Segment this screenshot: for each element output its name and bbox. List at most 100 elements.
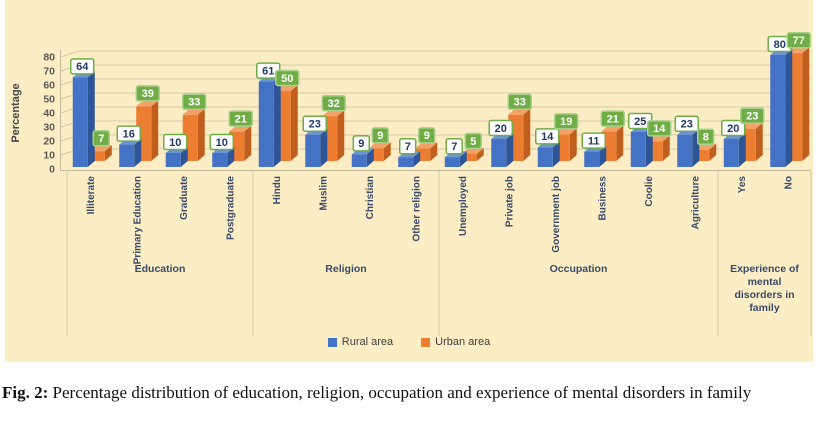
- value-label-urban-3-box: [228, 110, 253, 127]
- category-label-6: Christian: [365, 176, 376, 219]
- bar-urban-8-top: [461, 148, 484, 154]
- figure-caption-label: Fig. 2:: [2, 383, 49, 402]
- bar-urban-13: [694, 149, 710, 161]
- value-label-rural-10: 14: [541, 131, 554, 143]
- value-label-rural-0-box: [70, 58, 95, 75]
- group-label-3-line2: disorders in: [734, 289, 794, 301]
- value-label-urban-0-box: [92, 129, 110, 147]
- value-label-urban-15: 77: [793, 35, 805, 47]
- value-label-rural-2-box: [163, 133, 188, 151]
- value-label-urban-4-box: [275, 69, 300, 87]
- bar-urban-0-top: [89, 145, 112, 152]
- value-label-urban-7: 9: [424, 130, 430, 142]
- bar-rural-15-side: [785, 49, 793, 167]
- bar-rural-6-side: [366, 148, 374, 167]
- category-label-10: Government job: [551, 176, 562, 253]
- value-label-rural-9-box: [488, 119, 513, 137]
- bar-rural-5-side: [320, 128, 328, 167]
- value-label-urban-14: 23: [746, 111, 758, 123]
- bar-rural-5: [305, 134, 321, 167]
- value-label-urban-5: 32: [328, 98, 340, 110]
- bar-urban-13-side: [709, 143, 717, 161]
- value-label-urban-14-box: [740, 107, 765, 125]
- bar-urban-11-top: [601, 125, 624, 132]
- bar-rural-4: [258, 81, 274, 167]
- value-label-rural-5: 23: [309, 119, 321, 131]
- figure-caption-text: Percentage distribution of education, re…: [48, 383, 752, 402]
- group-label-3-line3: family: [749, 302, 780, 314]
- bar-rural-15: [770, 55, 786, 167]
- category-label-15: No: [783, 176, 794, 189]
- bar-urban-14-top: [740, 122, 763, 129]
- value-label-rural-6-box: [352, 135, 370, 152]
- value-label-urban-12: 14: [653, 123, 666, 135]
- value-label-urban-10: 19: [560, 116, 572, 128]
- bar-rural-4-side: [273, 75, 281, 167]
- legend-swatch-icon: [421, 337, 431, 347]
- value-label-urban-8-box: [464, 132, 482, 150]
- value-label-urban-3: 21: [235, 113, 247, 125]
- value-label-urban-7-box: [418, 127, 436, 144]
- bar-urban-8-side: [476, 148, 484, 161]
- bar-rural-10: [537, 147, 553, 167]
- chart-legend: Rural area Urban area: [5, 336, 813, 348]
- bar-rural-1-side: [134, 138, 142, 167]
- bar-rural-11-side: [599, 145, 607, 167]
- bar-rural-8-side: [459, 151, 467, 167]
- bar-urban-5-top: [322, 110, 345, 117]
- bar-rural-3: [212, 153, 228, 167]
- group-label-0: Education: [135, 263, 186, 275]
- value-label-rural-0: 64: [76, 61, 89, 73]
- bar-rural-2: [165, 153, 181, 167]
- bar-urban-10-top: [554, 128, 577, 135]
- value-label-rural-2: 10: [169, 137, 181, 149]
- y-tick-label: 30: [43, 122, 55, 134]
- group-label-3-line1: mental: [748, 276, 782, 288]
- bar-rural-0: [72, 77, 88, 167]
- value-label-urban-11-box: [600, 110, 625, 127]
- value-label-urban-2-box: [182, 93, 207, 111]
- y-tick-label: 40: [43, 108, 55, 120]
- bar-urban-1-top: [136, 100, 159, 107]
- figure-caption: Fig. 2: Percentage distribution of educa…: [2, 383, 797, 404]
- y-tick-label: 20: [43, 136, 55, 148]
- value-label-urban-11: 21: [607, 113, 619, 125]
- value-label-rural-4: 61: [262, 65, 274, 77]
- legend-label: Urban area: [435, 336, 491, 348]
- chart-canvas: 0 10 20 30 40 50 60 70 80 Percentage 64 7 16 39 10 33 10…: [5, 0, 813, 362]
- y-tick-label: 10: [43, 150, 55, 162]
- group-label-2: Occupation: [550, 263, 608, 275]
- legend-item-urban-area: Urban area: [421, 336, 490, 348]
- value-label-rural-14: 20: [727, 123, 739, 135]
- y-tick-label: 60: [43, 80, 55, 92]
- chart-panel: 0 10 20 30 40 50 60 70 80 Percentage 64 7 16 39 10 33 10…: [5, 0, 813, 362]
- gridline-wall-diagonal: [60, 50, 80, 58]
- value-label-rural-15: 80: [774, 39, 786, 51]
- bar-urban-9-side: [523, 108, 531, 161]
- value-label-rural-11-box: [581, 132, 606, 149]
- bar-rural-14-side: [738, 133, 746, 167]
- value-label-rural-11: 11: [588, 135, 600, 147]
- y-tick-label: 70: [43, 66, 55, 78]
- category-label-3: Postgraduate: [225, 176, 236, 240]
- bar-rural-9-side: [506, 133, 514, 167]
- category-label-5: Muslim: [318, 176, 329, 211]
- value-label-rural-13-box: [674, 115, 699, 133]
- value-label-urban-8: 5: [470, 136, 476, 148]
- bar-urban-7-side: [430, 142, 438, 161]
- bar-urban-0: [89, 151, 105, 161]
- bar-urban-0-side: [104, 145, 112, 161]
- bar-rural-14: [723, 139, 739, 167]
- bar-urban-1-side: [151, 100, 159, 161]
- bar-rural-10-side: [552, 141, 560, 167]
- bar-rural-11: [584, 151, 600, 167]
- y-tick-label: 0: [49, 164, 55, 176]
- bar-urban-2-top: [182, 108, 205, 115]
- category-label-4: Hindu: [272, 176, 283, 204]
- category-label-14: Yes: [737, 176, 748, 194]
- bar-rural-7-side: [413, 151, 421, 167]
- bar-urban-3-top: [229, 125, 252, 132]
- bar-rural-3-side: [227, 147, 235, 167]
- value-label-rural-14-box: [721, 119, 746, 137]
